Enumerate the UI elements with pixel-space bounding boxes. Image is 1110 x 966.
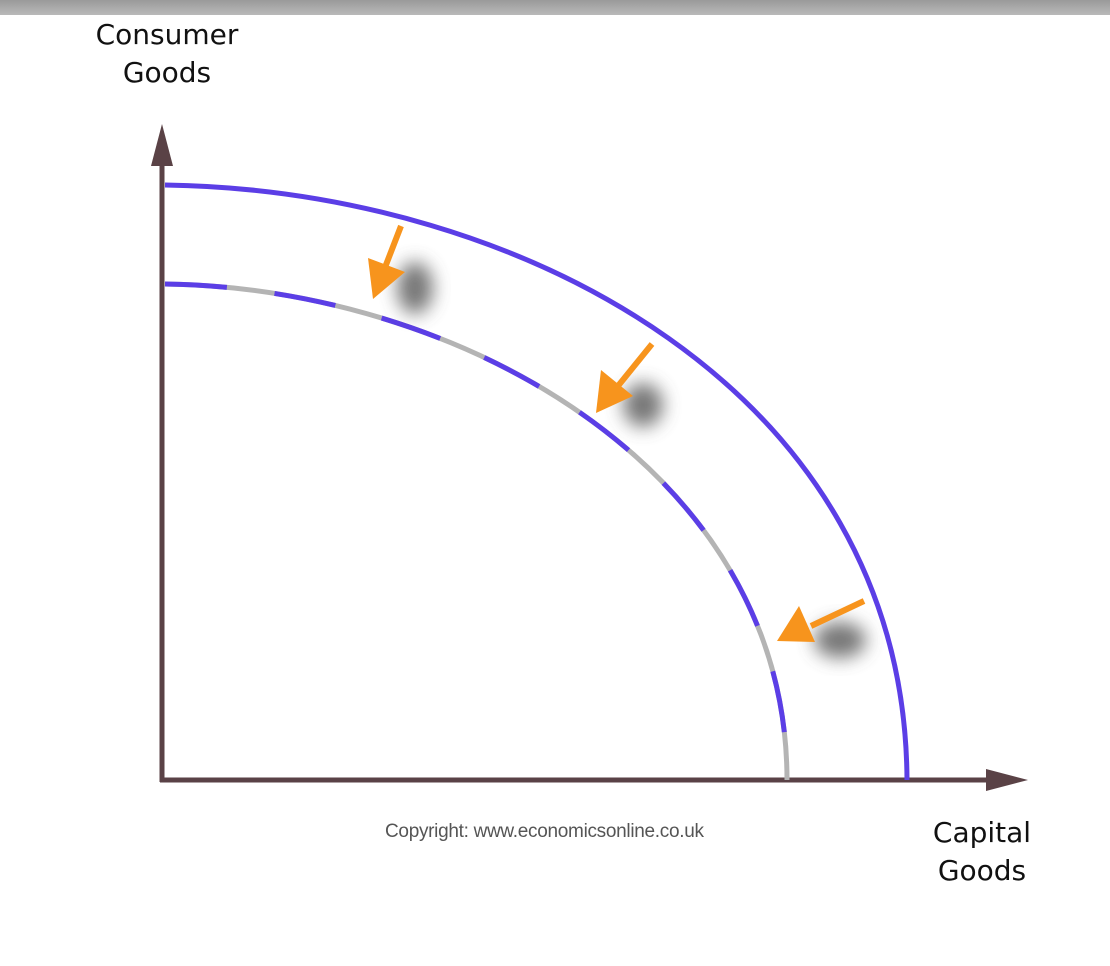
y-axis-label-line-1: Consumer [95,18,239,51]
shift-arrow-1 [368,224,405,299]
x-axis-label-line-1: Capital [932,816,1032,849]
y-axis-label-line-2: Goods [122,56,212,89]
window-top-bar [0,0,1110,15]
arrow-shadow [814,622,866,658]
x-axis-label: Capital Goods [912,814,1052,890]
inner-ppf-curve-dashes [164,281,790,781]
x-axis-label-line-2: Goods [937,854,1027,887]
arrow-shadow [623,383,663,427]
copyright-text: Copyright: www.economicsonline.co.uk [385,821,704,842]
y-axis-label: Consumer Goods [82,16,252,92]
arrow-shadow [397,262,433,314]
shift-arrow-3 [777,598,866,642]
outer-ppf-curve [164,182,910,781]
x-axis-arrowhead [986,769,1028,791]
shift-arrow-2 [596,342,655,413]
y-axis-arrowhead [151,124,173,166]
